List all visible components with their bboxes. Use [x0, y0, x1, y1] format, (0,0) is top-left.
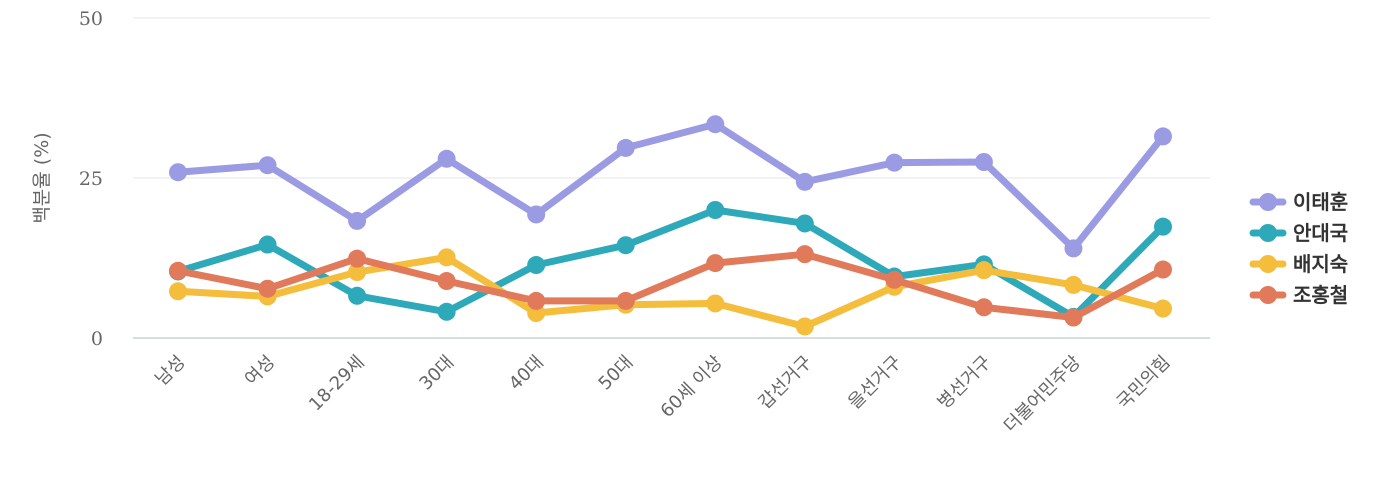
- x-tick-label: 18-29세: [305, 352, 369, 416]
- grid-lines: [133, 17, 1210, 339]
- legend-label: 안대국: [1293, 221, 1348, 245]
- y-axis-ticks: 0 25 50: [79, 8, 103, 350]
- data-point[interactable]: [258, 156, 277, 175]
- legend-item[interactable]: 안대국: [1249, 221, 1348, 245]
- x-tick-label: 여성: [241, 352, 279, 390]
- x-tick-label: 50대: [595, 352, 638, 395]
- data-point[interactable]: [885, 270, 904, 289]
- x-tick-label: 병선거구: [934, 352, 996, 414]
- data-point[interactable]: [885, 153, 904, 172]
- data-point[interactable]: [706, 254, 725, 273]
- x-tick-label: 더불어민주당: [1000, 352, 1085, 437]
- legend-label: 이태훈: [1293, 190, 1348, 214]
- series-4: [169, 245, 1172, 327]
- legend-swatch-marker: [1259, 224, 1277, 242]
- data-point[interactable]: [1064, 275, 1083, 294]
- x-tick-label: 국민의힘: [1113, 352, 1175, 414]
- data-point[interactable]: [348, 211, 367, 230]
- data-point[interactable]: [1154, 299, 1172, 318]
- series-line: [174, 250, 1167, 321]
- x-axis-ticks: 남성 여성 18-29세 30대 40대 50대 60세 이상 갑선거구 을선거구 병선거구 더불어…: [151, 352, 1174, 437]
- data-point[interactable]: [795, 245, 814, 264]
- y-axis-label: 백분율 (%): [31, 132, 53, 223]
- data-point[interactable]: [258, 279, 277, 298]
- data-point[interactable]: [437, 302, 456, 321]
- x-tick-label: 갑선거구: [755, 352, 817, 414]
- y-tick-label: 0: [91, 328, 103, 350]
- data-point[interactable]: [795, 317, 814, 336]
- data-point[interactable]: [258, 235, 277, 254]
- legend-swatch-marker: [1259, 255, 1277, 273]
- data-point[interactable]: [437, 272, 456, 291]
- legend-label: 배지숙: [1293, 252, 1348, 276]
- x-tick-label: 남성: [151, 352, 189, 390]
- data-point[interactable]: [795, 214, 814, 233]
- legend-item[interactable]: 배지숙: [1249, 252, 1348, 276]
- data-point[interactable]: [437, 149, 456, 168]
- x-tick-label: 30대: [415, 352, 458, 395]
- data-point[interactable]: [1154, 217, 1172, 236]
- data-point[interactable]: [974, 298, 993, 317]
- data-point[interactable]: [616, 291, 635, 310]
- legend-item[interactable]: 이태훈: [1249, 190, 1348, 214]
- data-point[interactable]: [437, 248, 456, 267]
- series-1: [169, 115, 1172, 258]
- data-point[interactable]: [616, 138, 635, 157]
- data-point[interactable]: [348, 286, 367, 305]
- data-point[interactable]: [1154, 260, 1172, 279]
- data-point[interactable]: [527, 291, 546, 310]
- data-point[interactable]: [169, 261, 187, 280]
- data-point[interactable]: [169, 163, 187, 182]
- legend-label: 조홍철: [1293, 283, 1348, 307]
- legend-item[interactable]: 조홍철: [1249, 283, 1348, 307]
- series-lines: [169, 115, 1172, 336]
- data-point[interactable]: [974, 261, 993, 280]
- series-3: [169, 248, 1172, 336]
- data-point[interactable]: [1154, 127, 1172, 146]
- data-point[interactable]: [527, 256, 546, 275]
- data-point[interactable]: [348, 263, 367, 282]
- legend-swatch-marker: [1259, 286, 1277, 304]
- data-point[interactable]: [169, 282, 187, 301]
- y-tick-label: 50: [79, 8, 103, 30]
- y-tick-label: 25: [79, 168, 103, 190]
- data-point[interactable]: [348, 249, 367, 268]
- data-point[interactable]: [1064, 308, 1083, 327]
- series-line: [174, 120, 1167, 252]
- series-line: [174, 253, 1167, 330]
- data-point[interactable]: [974, 153, 993, 171]
- data-point[interactable]: [616, 236, 635, 255]
- data-point[interactable]: [706, 201, 725, 219]
- x-tick-label: 60세 이상: [657, 352, 727, 422]
- data-point[interactable]: [706, 294, 725, 313]
- x-tick-label: 을선거구: [844, 352, 906, 414]
- data-point[interactable]: [795, 172, 814, 191]
- data-point[interactable]: [527, 205, 546, 224]
- legend-swatch-marker: [1259, 193, 1277, 211]
- data-point[interactable]: [1064, 239, 1083, 258]
- data-point[interactable]: [706, 115, 725, 134]
- x-tick-label: 40대: [505, 352, 548, 395]
